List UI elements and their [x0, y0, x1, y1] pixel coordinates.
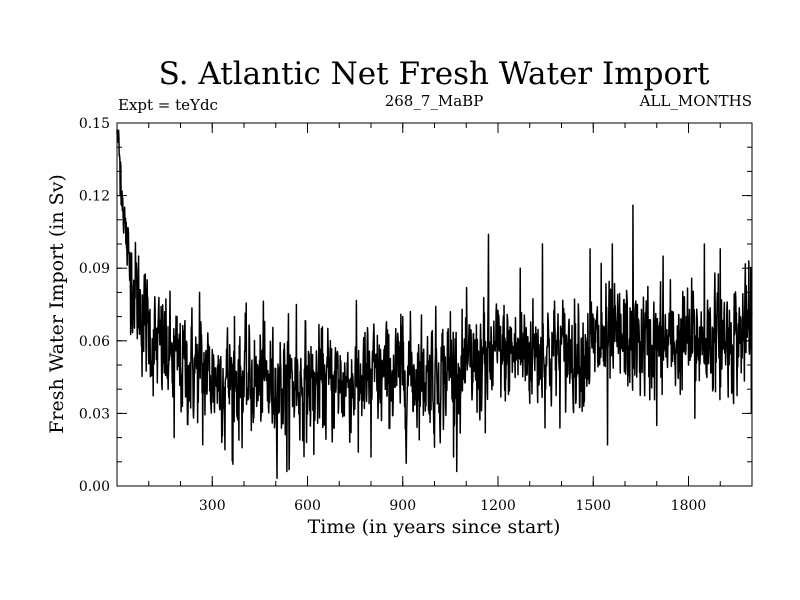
- y-axis-label: Fresh Water Import (in Sv): [46, 174, 68, 434]
- y-tick-label: 0.12: [79, 189, 110, 205]
- chart-title: S. Atlantic Net Fresh Water Import: [159, 56, 710, 92]
- axis-ticks: [117, 122, 752, 487]
- x-tick-label: 1500: [575, 498, 611, 514]
- x-axis-label: Time (in years since start): [308, 516, 561, 538]
- months-label: ALL_MONTHS: [639, 92, 752, 110]
- y-tick-label: 0.15: [79, 116, 110, 132]
- x-tick-label: 1800: [671, 498, 707, 514]
- series-line-fresh-water-import: [116, 129, 753, 480]
- x-tick-label: 900: [389, 498, 416, 514]
- y-tick-label: 0.09: [79, 261, 110, 277]
- axis-tick-labels: 300 600 900 1200 1500 1800 0.00 0.03 0.06 0.09 0.1…: [79, 116, 706, 514]
- experiment-label: Expt = teYdc: [118, 96, 218, 114]
- x-tick-label: 1200: [480, 498, 516, 514]
- plot-frame: [116, 122, 753, 487]
- y-tick-label: 0.03: [79, 406, 110, 422]
- x-tick-label: 600: [294, 498, 321, 514]
- y-tick-label: 0.00: [79, 479, 110, 495]
- period-label: 268_7_MaBP: [385, 92, 484, 110]
- y-tick-label: 0.06: [79, 334, 110, 350]
- x-tick-label: 300: [199, 498, 226, 514]
